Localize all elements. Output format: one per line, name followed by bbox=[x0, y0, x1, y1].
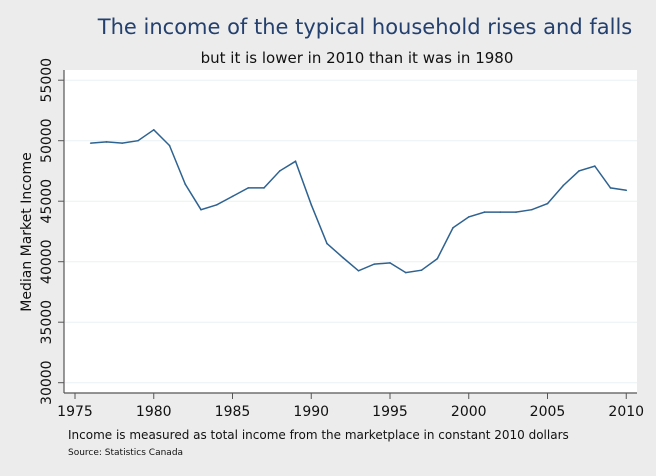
data-point-1998 bbox=[436, 257, 439, 260]
data-point-1990 bbox=[310, 204, 313, 206]
data-point-2006 bbox=[562, 184, 565, 187]
y-tick-label: 35000 bbox=[39, 300, 55, 345]
y-tick-label: 40000 bbox=[39, 239, 55, 284]
x-tick-label: 1975 bbox=[57, 404, 93, 420]
chart-note: Income is measured as total income from … bbox=[68, 428, 569, 442]
data-point-1996 bbox=[404, 271, 407, 274]
data-point-1977 bbox=[105, 141, 108, 143]
y-tick-label: 50000 bbox=[39, 118, 55, 163]
data-point-1984 bbox=[215, 204, 218, 206]
data-point-1985 bbox=[231, 195, 234, 198]
data-point-1982 bbox=[184, 183, 187, 186]
y-tick-label: 30000 bbox=[39, 360, 55, 405]
x-tick-label: 1980 bbox=[136, 404, 172, 420]
data-point-1992 bbox=[341, 256, 344, 259]
data-point-1989 bbox=[294, 160, 297, 163]
data-point-1994 bbox=[373, 263, 376, 265]
data-point-2000 bbox=[467, 216, 470, 218]
data-point-1991 bbox=[326, 242, 328, 245]
y-tick-label: 55000 bbox=[39, 58, 55, 103]
data-point-1986 bbox=[247, 187, 250, 189]
data-point-2005 bbox=[546, 202, 549, 205]
data-point-2010 bbox=[625, 189, 628, 192]
data-point-2002 bbox=[499, 211, 502, 213]
x-tick-label: 2005 bbox=[530, 404, 566, 420]
plot-area bbox=[64, 70, 637, 393]
data-point-1999 bbox=[452, 227, 454, 229]
chart-title: The income of the typical household rise… bbox=[97, 15, 632, 39]
data-point-1997 bbox=[420, 269, 423, 271]
data-point-1979 bbox=[137, 139, 139, 142]
x-tick-label: 1985 bbox=[215, 404, 251, 420]
y-axis-label: Median Market Income bbox=[19, 152, 35, 311]
data-point-1980 bbox=[152, 129, 155, 131]
data-point-1995 bbox=[389, 262, 391, 264]
x-tick-label: 1995 bbox=[372, 404, 408, 420]
x-tick-label: 2000 bbox=[451, 404, 487, 420]
data-point-2008 bbox=[593, 165, 596, 167]
chart-source: Source: Statistics Canada bbox=[68, 448, 183, 458]
data-point-1993 bbox=[357, 269, 360, 272]
data-point-2001 bbox=[483, 211, 486, 213]
data-point-1988 bbox=[278, 170, 281, 172]
x-tick-label: 1990 bbox=[293, 404, 329, 420]
x-tick-label: 2010 bbox=[608, 404, 644, 420]
data-point-1978 bbox=[121, 142, 124, 144]
chart-subtitle: but it is lower in 2010 than it was in 1… bbox=[201, 49, 514, 67]
data-point-2004 bbox=[530, 208, 533, 211]
data-point-1976 bbox=[89, 142, 92, 144]
data-point-1983 bbox=[200, 208, 202, 211]
data-point-2003 bbox=[515, 211, 517, 213]
y-tick-label: 45000 bbox=[39, 179, 55, 224]
data-point-1987 bbox=[263, 187, 265, 189]
data-point-2009 bbox=[609, 187, 612, 189]
data-point-1981 bbox=[168, 144, 171, 147]
data-point-2007 bbox=[578, 170, 580, 172]
